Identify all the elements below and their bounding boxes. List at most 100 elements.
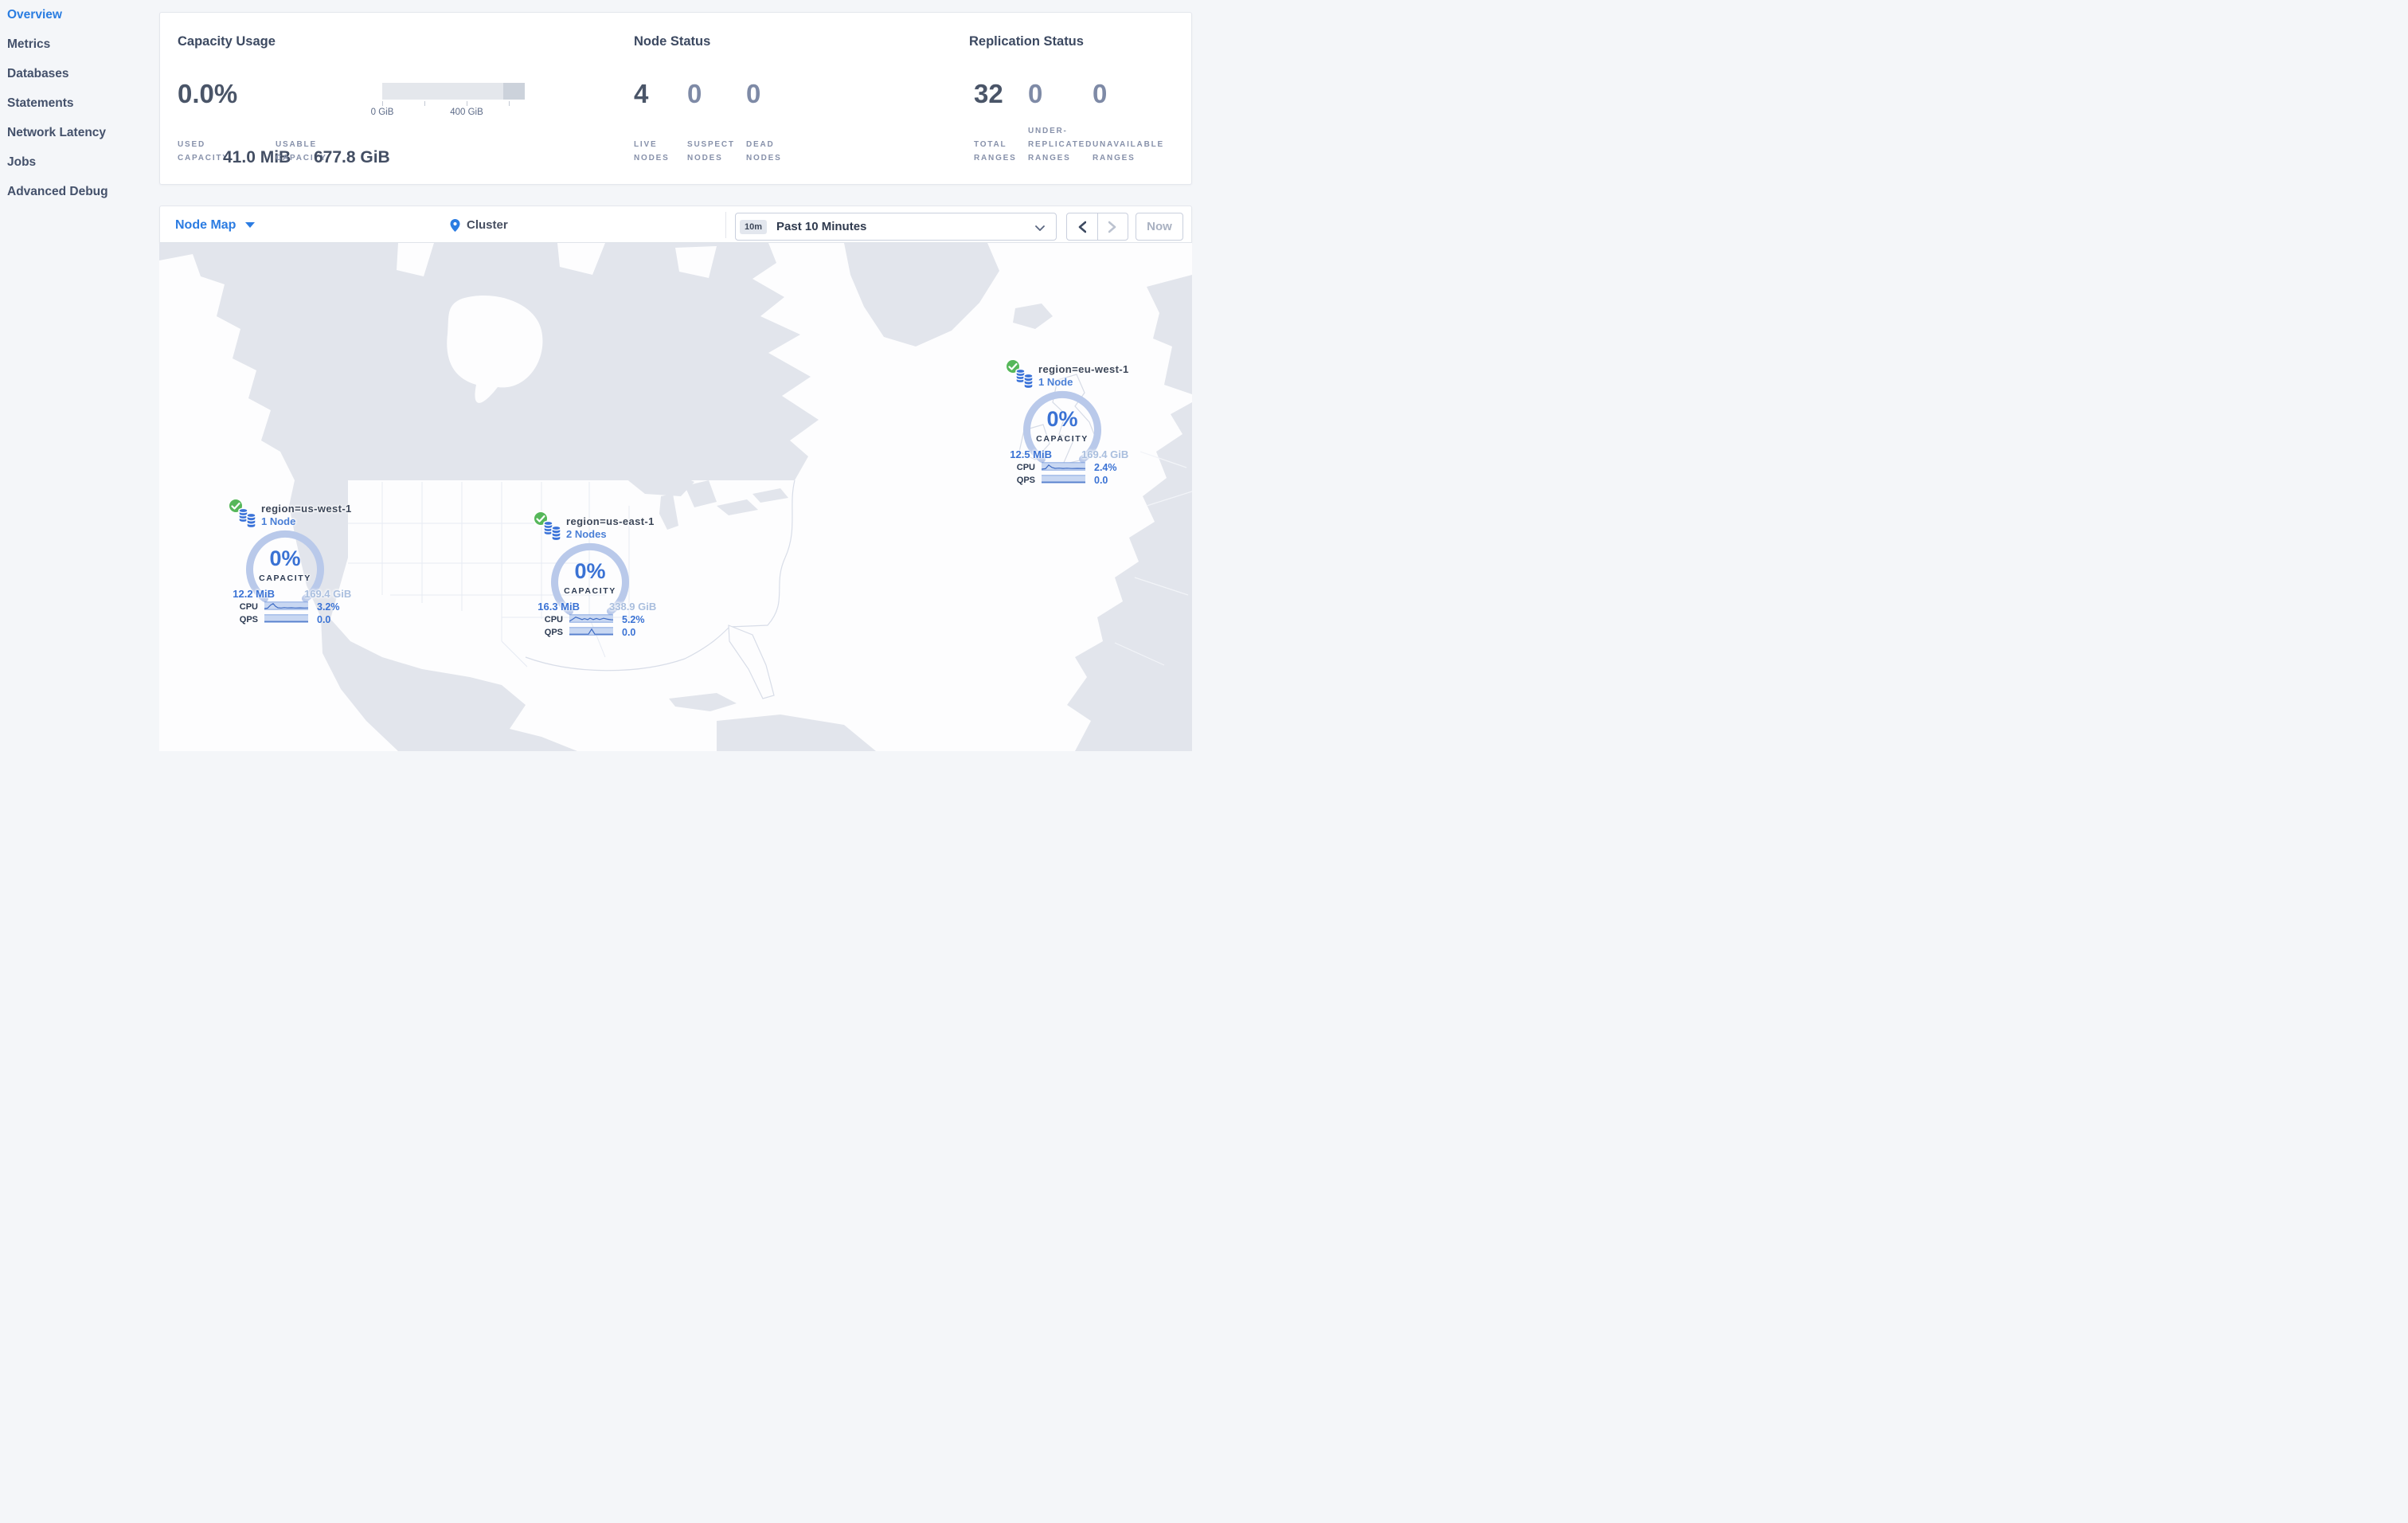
used-capacity-value: 41.0 MiB — [223, 148, 291, 166]
chevron-right-icon — [1108, 221, 1116, 233]
unavailable-ranges-value: 0 — [1093, 79, 1108, 108]
capacity-bar-overlay — [503, 83, 525, 100]
label-line: DEAD — [746, 140, 775, 149]
map-node-us-east-1[interactable]: region=us-east-1 2 Nodes 0% CAPACITY 16.… — [502, 507, 678, 650]
node-capacity-percent: 0% — [1046, 407, 1078, 431]
map-toolbar: Node Map Cluster 10m Past 10 Minutes Now — [159, 206, 1192, 243]
capacity-arc — [246, 531, 324, 602]
qps-sparkline — [264, 614, 308, 623]
map-node-us-west-1[interactable]: region=us-west-1 1 Node 0% CAPACITY 12.2… — [197, 494, 373, 637]
cpu-sparkline — [264, 601, 308, 610]
sidebar-item-databases[interactable]: Databases — [0, 59, 159, 88]
chevron-left-icon — [1078, 221, 1086, 233]
node-map: region=us-west-1 1 Node 0% CAPACITY 12.2… — [159, 243, 1192, 751]
now-button[interactable]: Now — [1136, 213, 1183, 241]
cpu-label: CPU — [239, 602, 258, 612]
suspect-nodes-value: 0 — [687, 79, 702, 108]
label-line: CAPACITY — [276, 154, 327, 162]
sidebar-item-label: Statements — [7, 96, 74, 110]
usable-capacity-value: 677.8 GiB — [314, 148, 390, 166]
view-selector-dropdown[interactable]: Node Map — [175, 206, 256, 244]
usable-capacity-label: USABLE CAPACITY — [276, 138, 327, 165]
view-selector-label: Node Map — [175, 217, 236, 232]
time-window-badge: 10m — [740, 219, 768, 234]
chevron-down-icon — [1035, 225, 1045, 231]
cpu-sparkline — [1042, 462, 1085, 471]
node-capacity-label: CAPACITY — [564, 586, 616, 596]
label-line: RANGES — [1028, 154, 1071, 162]
label-line: CAPACITY — [178, 154, 229, 162]
toolbar-divider — [725, 212, 726, 238]
axis-tick-label: 0 GiB — [370, 108, 394, 117]
under-replicated-ranges-label: UNDER- REPLICATED RANGES — [1028, 124, 1093, 165]
node-region-label: region=us-west-1 — [261, 503, 352, 515]
label-line: USABLE — [276, 140, 317, 149]
label-line: UNAVAILABLE — [1093, 140, 1164, 149]
cluster-summary-panel: Capacity Usage 0.0% 0 GiB 400 GiB USED C… — [159, 12, 1192, 185]
node-count-label: 2 Nodes — [566, 528, 607, 540]
qps-sparkline — [569, 627, 613, 636]
suspect-nodes-label: SUSPECT NODES — [687, 138, 735, 165]
label-line: REPLICATED — [1028, 140, 1093, 149]
node-usable-value: 338.9 GiB — [609, 601, 657, 613]
label-line: NODES — [746, 154, 782, 162]
under-replicated-ranges-value: 0 — [1028, 79, 1043, 108]
used-capacity-label: USED CAPACITY — [178, 138, 229, 165]
cpu-value: 3.2% — [317, 601, 340, 613]
axis-tick — [382, 101, 383, 106]
label-line: TOTAL — [974, 140, 1007, 149]
time-window-label: Past 10 Minutes — [776, 220, 867, 233]
node-capacity-label: CAPACITY — [259, 574, 311, 583]
database-stack-icon — [1015, 368, 1034, 390]
cpu-label: CPU — [544, 615, 563, 624]
breadcrumb[interactable]: Cluster — [450, 206, 508, 244]
qps-value: 0.0 — [1094, 475, 1108, 486]
node-region-label: region=eu-west-1 — [1038, 363, 1129, 375]
sidebar-item-label: Network Latency — [7, 125, 107, 139]
sidebar-item-label: Metrics — [7, 37, 51, 51]
label-line: RANGES — [1093, 154, 1136, 162]
label-line: USED — [178, 140, 205, 149]
label-line: UNDER- — [1028, 127, 1068, 135]
capacity-used-percent: 0.0% — [178, 79, 238, 108]
capacity-usage-title: Capacity Usage — [178, 34, 276, 49]
world-map — [159, 243, 1192, 751]
total-ranges-label: TOTAL RANGES — [974, 138, 1017, 165]
sidebar-item-advanced-debug[interactable]: Advanced Debug — [0, 177, 159, 206]
qps-sparkline — [1042, 475, 1085, 484]
sidebar-item-metrics[interactable]: Metrics — [0, 29, 159, 59]
label-line: RANGES — [974, 154, 1017, 162]
node-used-value: 12.2 MiB — [233, 588, 275, 600]
breadcrumb-label: Cluster — [467, 218, 508, 232]
sidebar-item-jobs[interactable]: Jobs — [0, 147, 159, 177]
sidebar-item-overview[interactable]: Overview — [0, 0, 159, 29]
capacity-arc — [1023, 391, 1101, 463]
node-used-value: 16.3 MiB — [538, 601, 580, 613]
unavailable-ranges-label: UNAVAILABLE RANGES — [1093, 138, 1164, 165]
time-window-nav — [1066, 213, 1128, 241]
axis-tick-label: 400 GiB — [450, 108, 483, 117]
live-nodes-label: LIVE NODES — [634, 138, 670, 165]
sidebar-item-network-latency[interactable]: Network Latency — [0, 118, 159, 147]
time-back-button[interactable] — [1067, 213, 1098, 240]
qps-value: 0.0 — [622, 627, 636, 638]
caret-down-icon — [245, 222, 256, 228]
label-line: NODES — [687, 154, 723, 162]
qps-label: QPS — [544, 628, 563, 637]
database-stack-icon — [238, 507, 256, 529]
sidebar-item-label: Jobs — [7, 155, 37, 169]
map-node-eu-west-1[interactable]: region=eu-west-1 1 Node 0% CAPACITY 12.5… — [975, 354, 1150, 498]
map-pin-icon — [450, 218, 460, 232]
qps-value: 0.0 — [317, 614, 331, 625]
database-stack-icon — [543, 520, 561, 542]
sidebar-item-statements[interactable]: Statements — [0, 88, 159, 118]
total-ranges-value: 32 — [974, 79, 1003, 108]
qps-label: QPS — [239, 615, 258, 624]
live-nodes-value: 4 — [634, 79, 649, 108]
node-usable-value: 169.4 GiB — [1081, 448, 1129, 460]
time-forward-button[interactable] — [1098, 213, 1128, 240]
cpu-value: 2.4% — [1094, 462, 1117, 473]
label-line: NODES — [634, 154, 670, 162]
time-window-dropdown[interactable]: 10m Past 10 Minutes — [735, 213, 1057, 241]
axis-tick — [424, 101, 425, 106]
